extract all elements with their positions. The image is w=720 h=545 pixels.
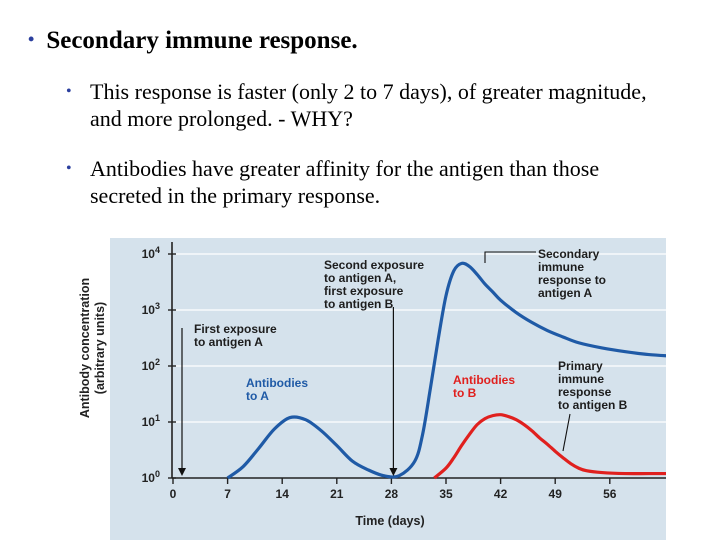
annotation-secondary-response: Secondary immune response to antigen A	[538, 247, 606, 300]
y-tick-label: 103	[142, 301, 160, 317]
title-bullet: •	[28, 29, 35, 49]
bullet-marker-1: •	[66, 83, 72, 100]
arrow-second-exposure-head	[389, 468, 398, 476]
x-tick-label: 7	[224, 487, 231, 501]
antibody-chart: 100 101 102 103 104 0 7 14 21 28 35 42 49 56 Time (day…	[60, 238, 673, 540]
y-axis-units: (arbitrary units)	[93, 302, 107, 394]
bullet-marker-2: •	[66, 160, 72, 177]
y-tick-label: 102	[142, 357, 160, 373]
arrow-first-exposure-head	[178, 468, 186, 476]
plot-area	[110, 238, 666, 540]
y-tick-label: 101	[142, 413, 160, 429]
series-line-antibodies-a	[226, 261, 673, 480]
x-tick-label: 21	[330, 487, 344, 501]
bullet-item-2: • Antibodies have greater affinity for t…	[66, 155, 650, 209]
y-axis-label: Antibody concentration	[78, 278, 92, 418]
annotation-primary-response: Primary immune response to antigen B	[558, 359, 628, 412]
annotation-antibodies-a: Antibodies to A	[246, 376, 308, 403]
x-tick-label: 28	[385, 487, 399, 501]
x-tick-label: 42	[494, 487, 508, 501]
x-tick-label: 0	[170, 487, 177, 501]
x-axis-label: Time (days)	[355, 514, 424, 528]
series-line-antibodies-b	[433, 413, 673, 480]
leader-secondary	[484, 251, 536, 263]
bullet-text-1: This response is faster (only 2 to 7 day…	[90, 79, 647, 131]
chart-svg: 100 101 102 103 104 0 7 14 21 28 35 42 49 56 Time (day…	[60, 238, 673, 540]
x-tick-label: 14	[276, 487, 290, 501]
slide-title: • Secondary immune response.	[28, 24, 358, 59]
x-tick-label: 56	[603, 487, 617, 501]
y-tick-label: 104	[142, 245, 160, 261]
x-tick-label: 49	[549, 487, 563, 501]
leader-primary	[562, 413, 571, 452]
bullet-text-2: Antibodies have greater affinity for the…	[90, 156, 600, 208]
x-tick-label: 35	[439, 487, 453, 501]
annotation-antibodies-b: Antibodies to B	[453, 373, 515, 400]
title-text: Secondary immune response.	[46, 27, 358, 54]
annotation-first-exposure: First exposure to antigen A	[194, 322, 277, 349]
y-tick-label: 100	[142, 469, 160, 485]
annotation-second-exposure: Second exposure to antigen A, first exposu…	[324, 258, 424, 311]
bullet-item-1: • This response is faster (only 2 to 7 d…	[66, 78, 650, 132]
